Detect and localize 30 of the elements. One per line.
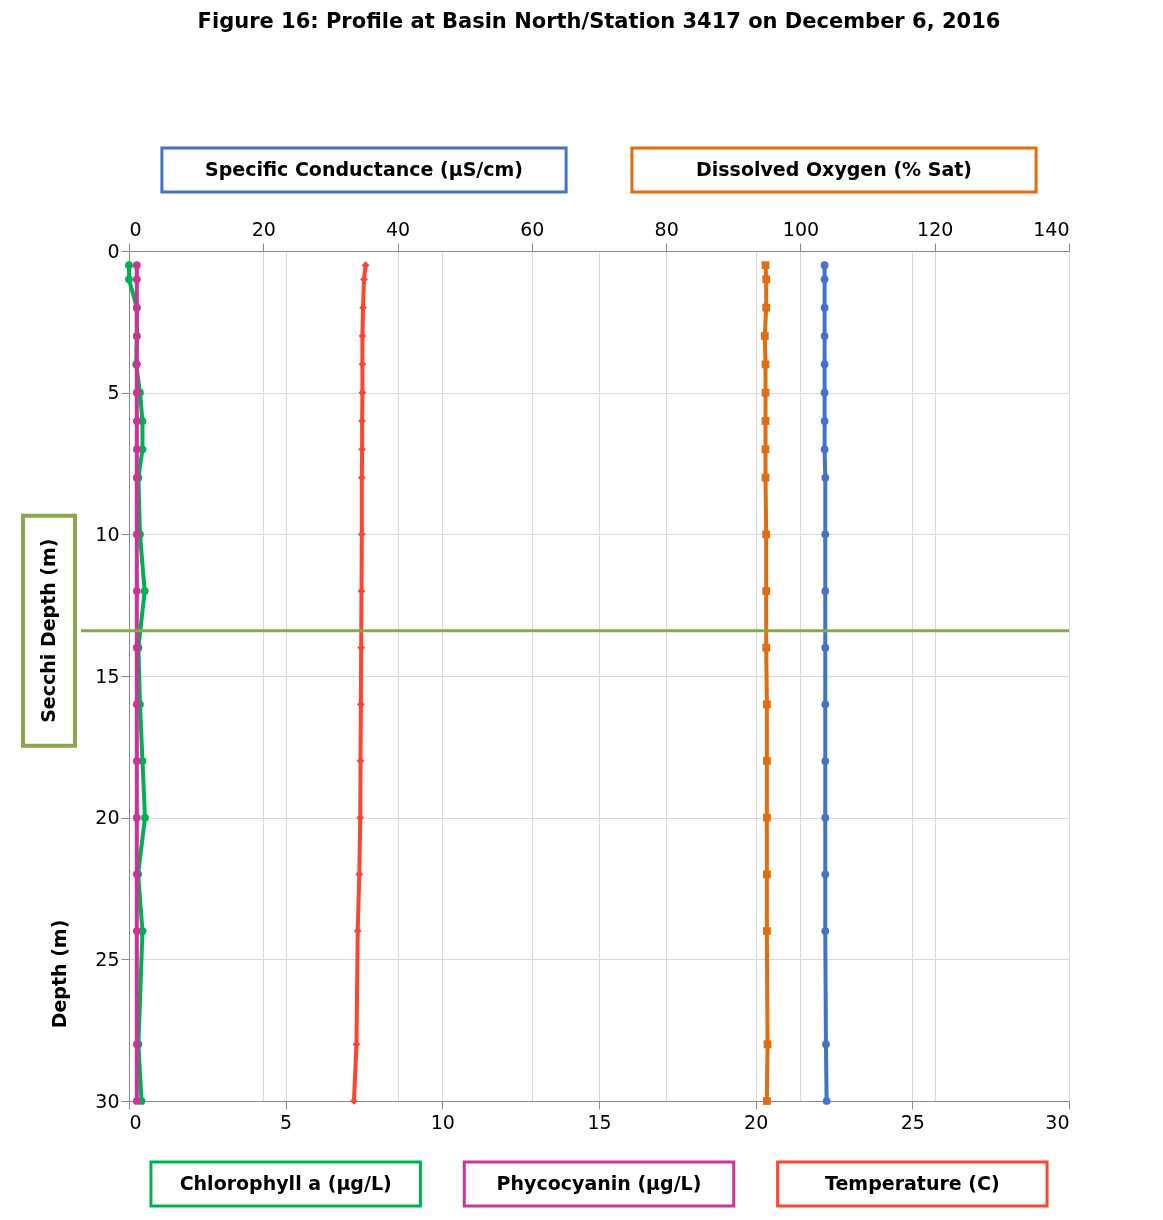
- x2-tick-label: 20: [251, 217, 276, 240]
- chart-title: Figure 16: Profile at Basin North/Station 3417 on December 6, 2016: [197, 8, 1001, 33]
- y-tick-label: 0: [107, 239, 120, 262]
- x2-tick-label: 60: [520, 217, 545, 240]
- x-tick-label: 10: [430, 1110, 455, 1133]
- x-tick-label: 0: [129, 1110, 142, 1133]
- y-tick-label: 5: [107, 381, 120, 404]
- text: Chlorophyll a (µg/L): [179, 1172, 392, 1194]
- x2-tick-label: 100: [782, 217, 820, 240]
- x2-tick-label: 40: [385, 217, 411, 240]
- y-tick-label: 15: [95, 664, 120, 687]
- x-tick-label: 25: [900, 1110, 925, 1133]
- y-tick-label: 25: [95, 947, 120, 970]
- text: Dissolved Oxygen (% Sat): [696, 158, 972, 180]
- x-tick-label: 30: [1045, 1110, 1070, 1133]
- ref-line-label: Secchi Depth (m): [37, 538, 59, 723]
- y-tick-label: 30: [95, 1089, 120, 1112]
- y-tick-label: 20: [95, 806, 120, 829]
- y-axis-title: Depth (m): [48, 919, 71, 1029]
- x2-tick-label: 80: [654, 217, 679, 240]
- text: Phycocyanin (µg/L): [496, 1172, 702, 1194]
- x-tick-label: 15: [587, 1110, 612, 1133]
- x2-tick-label: 0: [129, 217, 142, 240]
- y-tick-label: 10: [95, 522, 120, 545]
- text: Temperature (C): [825, 1172, 1000, 1194]
- x-tick-label: 20: [744, 1110, 769, 1133]
- x2-tick-label: 120: [917, 217, 954, 240]
- x2-tick-label: 140: [1033, 217, 1070, 240]
- x-tick-label: 5: [280, 1110, 293, 1133]
- text: Specific Conductance (µS/cm): [204, 158, 524, 180]
